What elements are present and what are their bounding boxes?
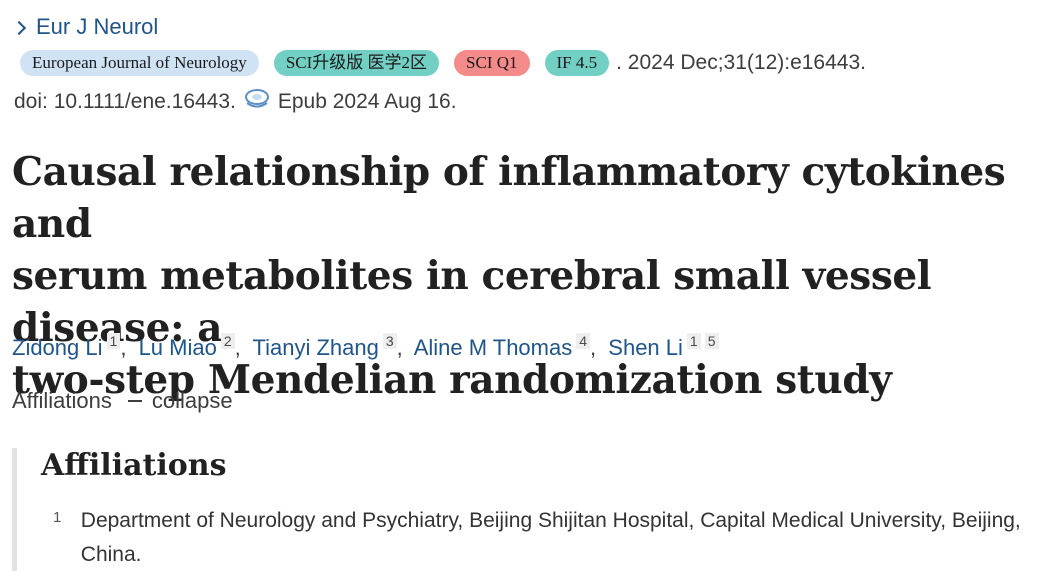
- title-line: two-step Mendelian randomization study: [12, 357, 892, 403]
- affiliations-toggle[interactable]: Affiliations collapse: [12, 388, 233, 414]
- affiliations-toggle-label: Affiliations: [12, 388, 112, 413]
- affiliation-ref[interactable]: 5: [704, 333, 719, 349]
- affiliation-ref[interactable]: 1: [686, 333, 701, 349]
- free-access-icon: [244, 88, 270, 116]
- title-line: serum metabolites in cerebral small vess…: [12, 253, 932, 351]
- author-link[interactable]: Shen Li: [608, 335, 683, 360]
- sci-quartile-badge: SCI Q1: [454, 50, 530, 76]
- affiliation-ref[interactable]: 1: [106, 333, 121, 349]
- journal-link[interactable]: Eur J Neurol: [11, 14, 159, 40]
- doi-text[interactable]: doi: 10.1111/ene.16443.: [14, 90, 236, 113]
- affiliation-ref[interactable]: 4: [576, 333, 591, 349]
- collapse-action: collapse: [151, 388, 233, 413]
- impact-factor-badge: IF 4.5: [544, 50, 610, 76]
- affiliation-item: 1 Department of Neurology and Psychiatry…: [53, 504, 1043, 572]
- affiliations-heading: Affiliations: [41, 448, 227, 483]
- affiliation-number: 1: [53, 509, 62, 526]
- epub-date: Epub 2024 Aug 16.: [277, 90, 457, 113]
- affiliation-text: Department of Neurology and Psychiatry, …: [80, 509, 1021, 566]
- article-title: Causal relationship of inflammatory cyto…: [12, 146, 1052, 406]
- journal-link-label: Eur J Neurol: [36, 14, 159, 39]
- affiliation-ref[interactable]: 3: [382, 333, 397, 349]
- minus-icon: [127, 400, 142, 402]
- author-list: Zidong Li 1, Lu Miao 2, Tianyi Zhang 3, Ali…: [12, 333, 719, 361]
- doi-row: doi: 10.1111/ene.16443. Epub 2024 Aug 16…: [14, 88, 457, 116]
- sci-zone-badge: SCI升级版 医学2区: [273, 50, 440, 76]
- author-link[interactable]: Lu Miao: [138, 335, 217, 360]
- author-link[interactable]: Tianyi Zhang: [252, 335, 379, 360]
- author-link[interactable]: Zidong Li: [12, 335, 103, 360]
- journal-name-badge[interactable]: European Journal of Neurology: [20, 50, 259, 76]
- chevron-right-icon: [11, 20, 27, 35]
- author-link[interactable]: Aline M Thomas: [413, 335, 573, 360]
- affiliation-ref[interactable]: 2: [220, 333, 235, 349]
- citation-text: . 2024 Dec;31(12):e16443.: [616, 51, 866, 74]
- title-line: Causal relationship of inflammatory cyto…: [12, 149, 1006, 247]
- journal-meta-row: European Journal of Neurology SCI升级版 医学2…: [20, 50, 866, 76]
- affiliations-panel: Affiliations 1 Department of Neurology a…: [12, 448, 1047, 571]
